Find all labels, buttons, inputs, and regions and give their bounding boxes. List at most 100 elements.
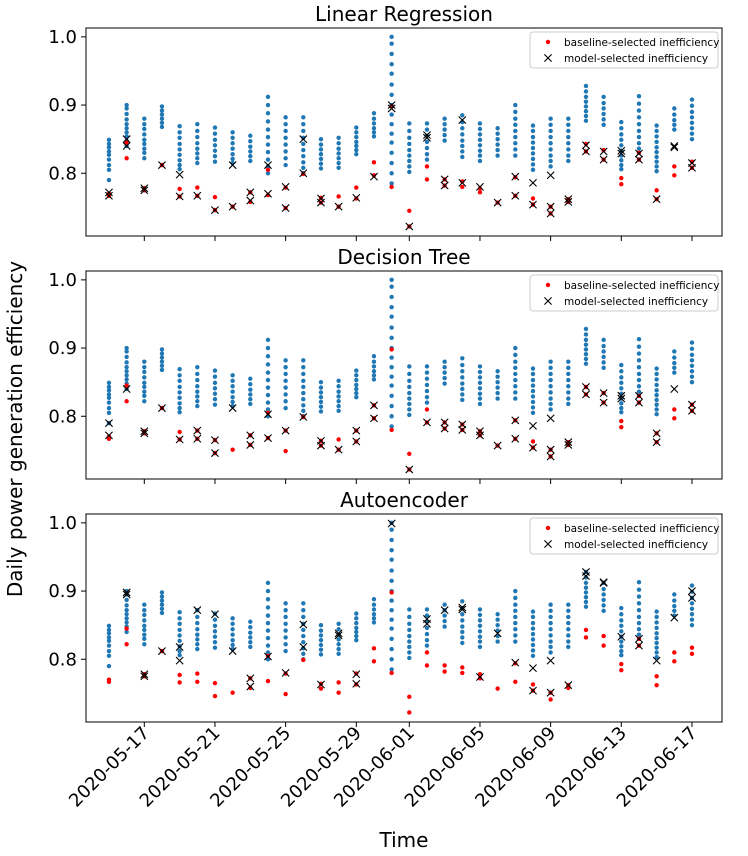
data-point [636,121,642,127]
data-point [636,108,642,113]
data-point [301,141,306,147]
data-point [142,141,147,147]
data-point [142,359,147,364]
data-point [619,639,624,644]
data-point [265,102,271,108]
data-point [407,655,412,661]
model-point [599,398,608,407]
data-point [142,121,147,127]
data-point [548,128,553,134]
data-point [195,134,200,140]
data-point [248,397,253,402]
data-point [265,149,271,155]
data-point [601,106,606,111]
model-point [104,191,113,200]
data-point [142,636,147,641]
data-point [460,154,465,160]
baseline-point [301,657,306,663]
model-point [405,465,414,474]
data-point [389,557,394,562]
data-point [583,604,589,609]
legend-model-label: model-selected inefficiency [564,296,708,308]
data-point [318,409,324,414]
data-point [265,597,271,602]
data-point [566,390,571,395]
data-point [654,397,659,403]
data-point [442,127,447,132]
data-point [142,384,147,390]
data-point [159,112,165,117]
data-point [212,640,218,645]
data-point [301,147,306,153]
axes-frame [85,270,723,480]
data-point [513,588,518,594]
data-point [195,128,200,134]
data-point [495,126,500,131]
data-point [548,602,553,607]
data-point [619,143,624,148]
baseline-point [601,643,606,648]
data-point [212,125,218,130]
data-point [389,547,394,553]
data-point [689,369,695,374]
data-point [548,371,553,377]
data-point [583,585,589,590]
baseline-point [106,679,112,684]
data-point [424,364,430,369]
data-point [407,644,412,650]
data-point [513,390,518,395]
baseline-point [654,682,659,688]
data-point [318,151,324,157]
data-point [230,627,235,632]
data-point [442,138,447,143]
data-point [672,603,677,609]
model-point [104,419,113,428]
model-point [634,641,643,650]
data-point [265,134,271,140]
data-point [106,177,112,183]
baseline-point [248,199,253,205]
data-point [389,607,394,613]
legend-box [529,31,719,69]
data-point [636,134,642,140]
data-point [442,364,447,370]
data-point [407,401,412,407]
data-point [530,383,536,388]
data-point [513,620,518,626]
data-point [619,386,624,391]
data-point [248,401,253,407]
data-point [212,368,218,373]
model-point [440,606,449,615]
data-point [195,121,200,127]
data-point [636,579,642,585]
model-point [352,193,361,202]
data-point [548,650,553,655]
data-point [230,135,235,140]
data-point [530,614,536,620]
data-point [389,355,394,360]
model-point [581,141,590,150]
baseline-point [601,147,606,153]
model-point [546,171,555,180]
baseline-point [177,672,182,678]
data-point [601,343,606,349]
data-point [248,625,253,630]
data-point [460,629,465,635]
data-point [283,121,288,127]
data-point [442,618,447,624]
baseline-point [619,175,624,181]
data-point [530,145,536,151]
model-point [157,161,166,170]
data-point [477,121,483,126]
legend-baseline-marker [545,282,551,288]
baseline-point [477,190,483,195]
model-point [599,147,608,156]
data-point [583,113,589,119]
data-point [212,380,218,386]
data-point [212,137,218,143]
data-point [389,34,394,40]
data-point [566,614,571,620]
data-point [301,154,306,159]
data-point [654,625,659,631]
